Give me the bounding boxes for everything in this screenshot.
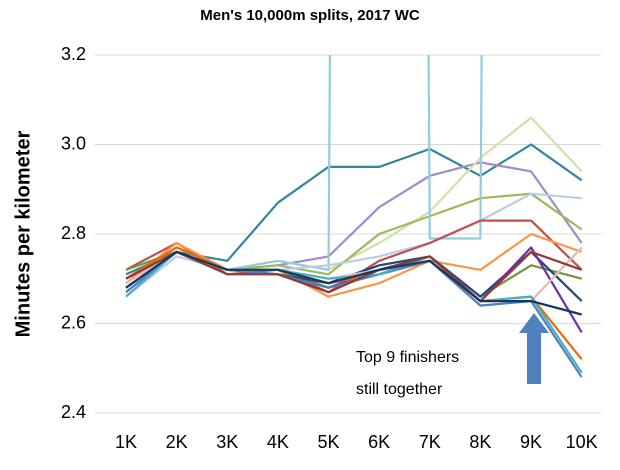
x-tick-label: 8K xyxy=(469,432,491,452)
annotation-line: still together xyxy=(356,381,443,398)
x-tick-label: 4K xyxy=(267,432,289,452)
x-tick-label: 9K xyxy=(520,432,542,452)
y-axis-label: Minutes per kilometer xyxy=(12,130,34,337)
x-tick-label: 1K xyxy=(115,432,137,452)
y-tick-label: 2.4 xyxy=(61,402,86,422)
series-line xyxy=(125,232,583,298)
y-tick-label: 2.6 xyxy=(61,312,86,332)
x-tick-label: 3K xyxy=(216,432,238,452)
y-tick-label: 3.0 xyxy=(61,133,86,153)
x-tick-label: 7K xyxy=(419,432,441,452)
y-tick-label: 2.8 xyxy=(61,223,86,243)
series-line xyxy=(125,250,582,316)
x-tick-label: 6K xyxy=(368,432,390,452)
x-tick-label: 10K xyxy=(566,432,598,452)
annotation-arrow xyxy=(519,313,549,384)
grid xyxy=(94,54,601,414)
chart-title: Men's 10,000m splits, 2017 WC xyxy=(200,7,420,24)
lines xyxy=(125,55,583,378)
x-tick-label: 2K xyxy=(166,432,188,452)
series-line xyxy=(125,250,583,378)
x-tick-label: 5K xyxy=(318,432,340,452)
annotation-line: Top 9 finishers xyxy=(356,349,459,366)
series-line xyxy=(125,250,583,303)
series-line xyxy=(125,55,483,289)
y-tick-label: 3.2 xyxy=(61,44,86,64)
